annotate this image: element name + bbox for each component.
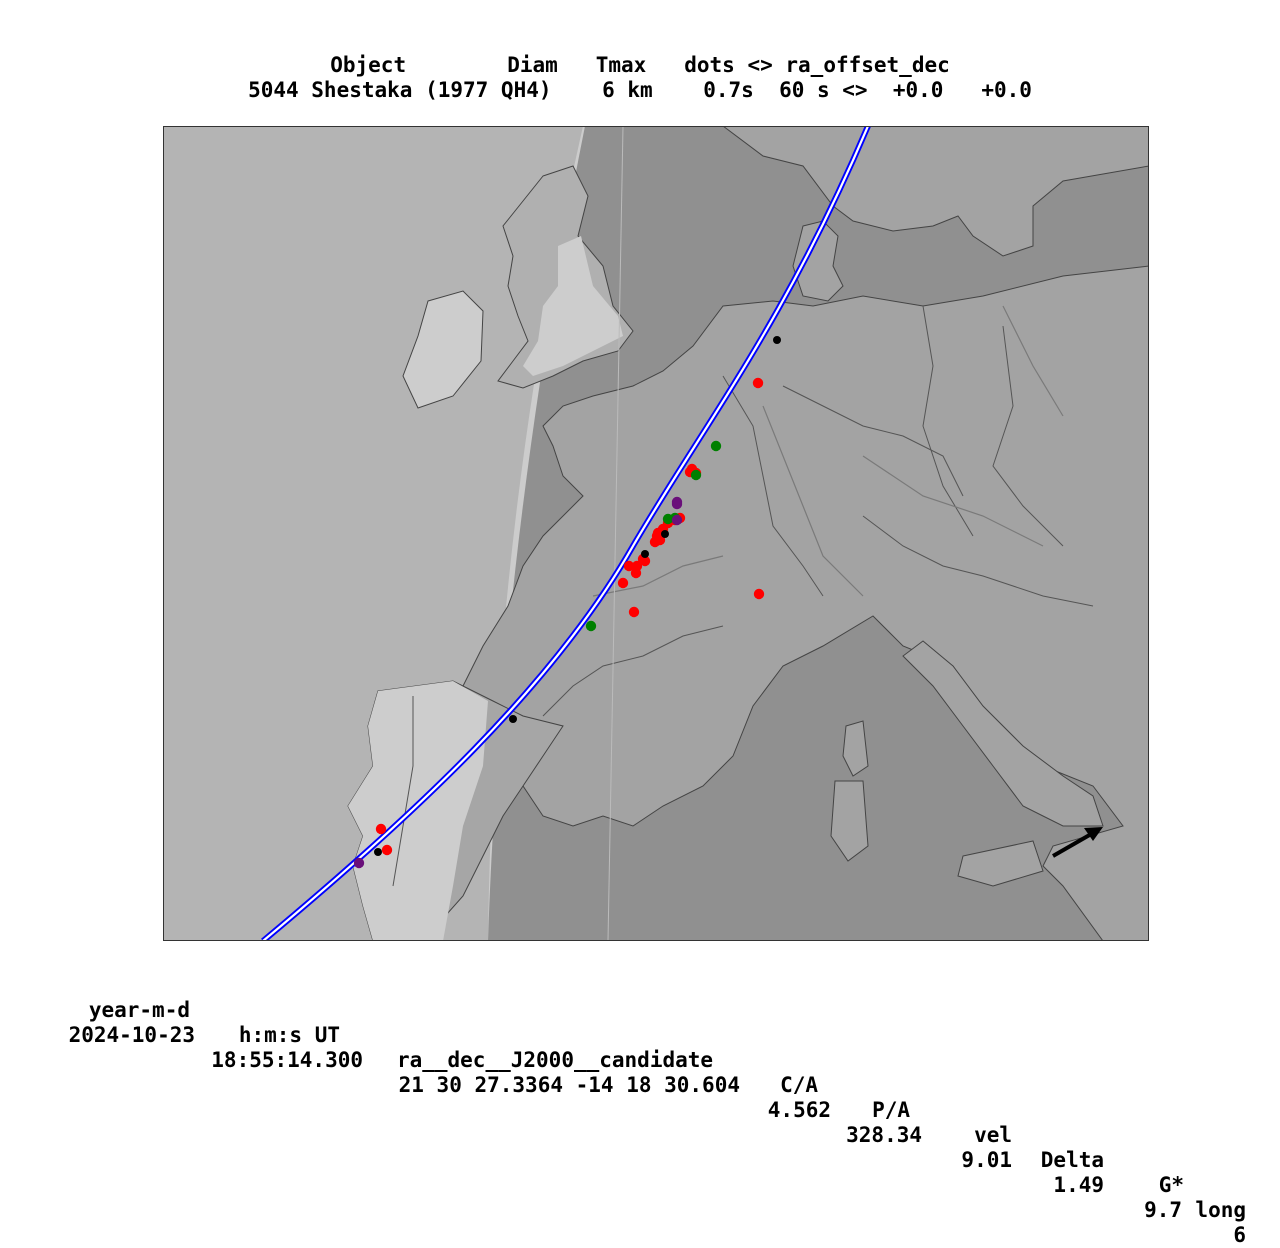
observer-red-dot <box>628 606 640 618</box>
country-borders <box>392 305 1094 887</box>
observer-red-dot <box>381 844 393 856</box>
header-values: 5044 Shestaka (1977 QH4) 6 km 0.7s 60 s … <box>248 78 1032 102</box>
observer-green-dot <box>690 469 702 481</box>
value-ca: 4.562 <box>767 1098 831 1122</box>
minute-marker-dot <box>641 550 649 558</box>
shadow-path <box>261 126 871 941</box>
minute-marker-dot <box>661 530 669 538</box>
observer-red-dot <box>630 567 642 579</box>
observer-red-dot <box>649 536 661 548</box>
ireland <box>402 290 484 409</box>
observer-red-dot <box>752 377 764 389</box>
iberia-twilight <box>348 681 488 941</box>
observer-purple-dot <box>671 498 683 510</box>
value-date: 2024-10-23 <box>68 1023 195 1047</box>
britain-twilight <box>523 236 623 376</box>
observer-red-dot <box>753 588 765 600</box>
value-vel: 9.01 <box>961 1148 1012 1172</box>
map-frame <box>163 126 1149 941</box>
rivers <box>592 305 1064 597</box>
observer-red-dot <box>375 823 387 835</box>
meridian-line <box>607 126 624 941</box>
occultation-map <box>163 126 1149 941</box>
minute-marker-dot <box>773 336 781 344</box>
value-gmag: 9.7 <box>1144 1198 1182 1222</box>
direction-arrow <box>1052 827 1103 858</box>
path-center-gap <box>262 126 870 941</box>
footer-values: 2024-10-23 18:55:14.300 21 30 27.3364 -1… <box>0 998 1280 1248</box>
observer-red-dot <box>617 577 629 589</box>
observer-red-dot <box>623 560 635 572</box>
col-date-header: year-m-d <box>88 998 190 1022</box>
value-long: 6 <box>1233 1223 1246 1247</box>
minute-marker-dot <box>509 715 517 723</box>
observer-markers <box>353 336 781 869</box>
col-time-header: h:m:s UT <box>238 1023 340 1047</box>
observer-purple-dot <box>671 514 683 526</box>
observer-purple-dot <box>353 857 365 869</box>
value-delta: 1.49 <box>1053 1173 1104 1197</box>
minute-marker-dot <box>374 848 382 856</box>
value-pa: 328.34 <box>846 1123 922 1147</box>
value-radec: 21 30 27.3364 -14 18 30.604 <box>398 1073 740 1097</box>
value-time: 18:55:14.300 <box>211 1048 363 1072</box>
observer-green-dot <box>585 620 597 632</box>
header-labels: Object Diam Tmax dots <> ra_offset_dec <box>330 53 950 77</box>
land-masses <box>462 126 1149 941</box>
observer-green-dot <box>710 440 722 452</box>
